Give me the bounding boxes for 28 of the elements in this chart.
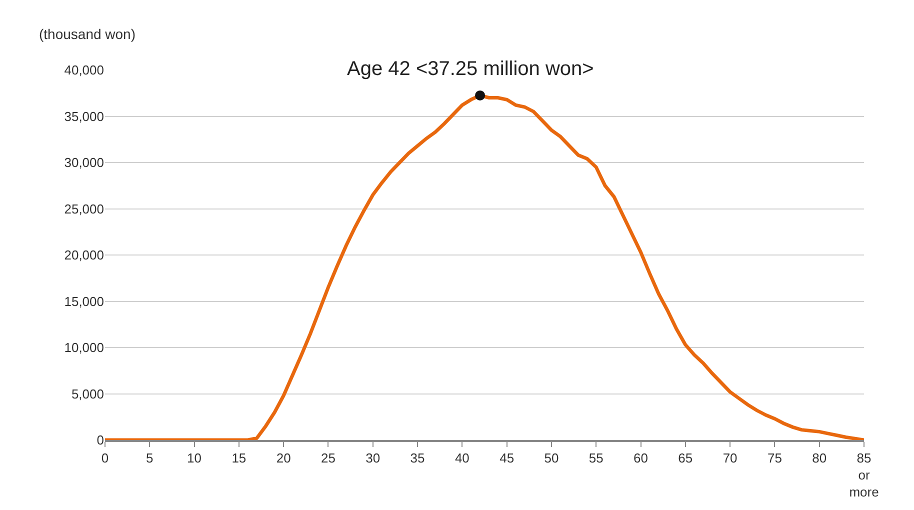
x-tick-label: 65: [678, 450, 693, 466]
x-tick-label: 15: [232, 450, 246, 466]
y-tick-label: 5,000: [71, 386, 104, 402]
y-tick-label: 20,000: [64, 248, 104, 263]
x-tick-label: 5: [146, 450, 154, 466]
x-tick-label: 80: [812, 450, 827, 466]
x-tick-label: 10: [187, 450, 202, 466]
annotation: Age 42 <37.25 million won>: [347, 58, 594, 80]
x-tick-label: 75: [767, 450, 782, 466]
y-tick-label: 35,000: [64, 108, 104, 124]
y-tick-label: 40,000: [64, 62, 104, 78]
y-tick-label: 15,000: [64, 294, 104, 309]
x-tick-label: 35: [410, 450, 425, 466]
x-tick-label: 45: [500, 450, 514, 466]
x-tick-label: 40: [454, 450, 470, 466]
y-tick-label: 30,000: [64, 155, 104, 170]
y-axis-title: (thousand won): [39, 26, 136, 42]
x-tick-label: 55: [588, 450, 604, 466]
y-tick-label: 25,000: [64, 201, 104, 216]
x-tick-label: 25: [321, 450, 336, 466]
x-tick-label: 20: [276, 450, 291, 466]
x-tick-label: 60: [634, 450, 648, 466]
x-tick-label: 50: [544, 450, 559, 466]
x-tick-label: 70: [722, 450, 738, 466]
x-tick-label: 85 or more: [849, 450, 879, 500]
x-tick-label: 30: [366, 450, 380, 466]
y-tick-label: 10,000: [64, 340, 104, 356]
y-tick-label: 0: [96, 432, 104, 448]
